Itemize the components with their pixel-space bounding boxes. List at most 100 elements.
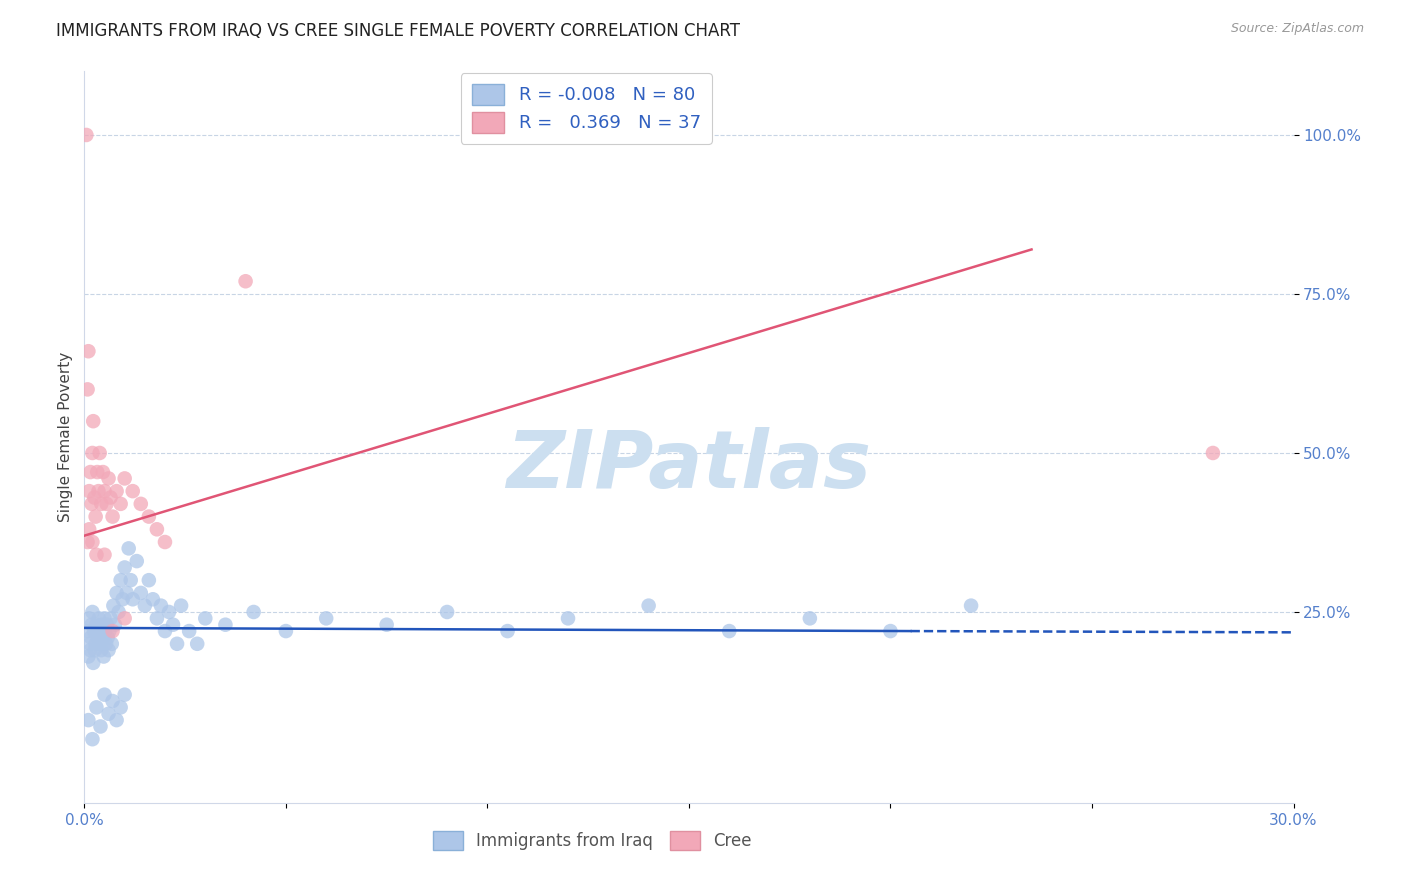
Point — [89, 719, 111, 733]
Point — [93, 484, 115, 499]
Point — [121, 484, 143, 499]
Point — [101, 694, 124, 708]
Point — [157, 605, 180, 619]
Point — [79, 643, 101, 657]
Point — [146, 611, 169, 625]
Point — [93, 688, 115, 702]
Point — [77, 713, 100, 727]
Point — [114, 611, 136, 625]
Text: IMMIGRANTS FROM IRAQ VS CREE SINGLE FEMALE POVERTY CORRELATION CHART: IMMIGRANTS FROM IRAQ VS CREE SINGLE FEMA… — [56, 22, 740, 40]
Point — [94, 624, 117, 638]
Text: Source: ZipAtlas.com: Source: ZipAtlas.com — [1230, 22, 1364, 36]
Point — [879, 624, 901, 638]
Point — [87, 611, 110, 625]
Point — [93, 649, 115, 664]
Point — [97, 631, 120, 645]
Point — [90, 497, 112, 511]
Point — [100, 491, 122, 505]
Point — [89, 624, 111, 638]
Point — [105, 484, 128, 499]
Point — [153, 624, 176, 638]
Point — [121, 592, 143, 607]
Point — [134, 599, 156, 613]
Point — [89, 446, 111, 460]
Point — [129, 497, 152, 511]
Point — [149, 599, 172, 613]
Point — [80, 497, 103, 511]
Point — [235, 274, 257, 288]
Point — [138, 509, 160, 524]
Point — [101, 624, 124, 638]
Y-axis label: Single Female Poverty: Single Female Poverty — [58, 352, 73, 522]
Point — [637, 599, 659, 613]
Point — [77, 611, 100, 625]
Point — [84, 509, 107, 524]
Point — [91, 465, 114, 479]
Point — [87, 631, 110, 645]
Point — [97, 471, 120, 485]
Point — [82, 605, 104, 619]
Point — [83, 624, 105, 638]
Point — [557, 611, 579, 625]
Point — [82, 414, 104, 428]
Point — [104, 617, 127, 632]
Point — [105, 586, 128, 600]
Point — [120, 573, 142, 587]
Point — [77, 649, 100, 664]
Point — [375, 617, 398, 632]
Point — [799, 611, 821, 625]
Point — [960, 599, 983, 613]
Point — [76, 383, 98, 397]
Point — [103, 599, 125, 613]
Point — [315, 611, 337, 625]
Point — [82, 535, 104, 549]
Point — [101, 509, 124, 524]
Point — [83, 491, 105, 505]
Point — [77, 344, 100, 359]
Point — [496, 624, 519, 638]
Point — [170, 599, 193, 613]
Point — [86, 700, 108, 714]
Point — [1202, 446, 1225, 460]
Point — [96, 497, 118, 511]
Point — [138, 573, 160, 587]
Point — [118, 541, 141, 556]
Point — [436, 605, 458, 619]
Point — [179, 624, 201, 638]
Point — [80, 631, 103, 645]
Point — [86, 465, 108, 479]
Point — [125, 554, 148, 568]
Point — [214, 617, 236, 632]
Point — [76, 535, 98, 549]
Point — [142, 592, 165, 607]
Point — [82, 732, 104, 747]
Point — [83, 643, 105, 657]
Point — [79, 465, 101, 479]
Point — [93, 548, 115, 562]
Point — [90, 643, 112, 657]
Point — [82, 656, 104, 670]
Point — [97, 706, 120, 721]
Point — [84, 637, 107, 651]
Point — [115, 586, 138, 600]
Legend: Immigrants from Iraq, Cree: Immigrants from Iraq, Cree — [426, 824, 758, 856]
Point — [100, 611, 122, 625]
Point — [86, 624, 108, 638]
Point — [242, 605, 264, 619]
Point — [94, 637, 117, 651]
Point — [96, 617, 118, 632]
Point — [114, 688, 136, 702]
Point — [86, 548, 108, 562]
Point — [146, 522, 169, 536]
Point — [76, 624, 98, 638]
Point — [718, 624, 741, 638]
Point — [80, 617, 103, 632]
Point — [274, 624, 297, 638]
Point — [79, 637, 101, 651]
Point — [82, 446, 104, 460]
Point — [162, 617, 184, 632]
Point — [77, 522, 100, 536]
Point — [97, 643, 120, 657]
Point — [153, 535, 176, 549]
Point — [77, 484, 100, 499]
